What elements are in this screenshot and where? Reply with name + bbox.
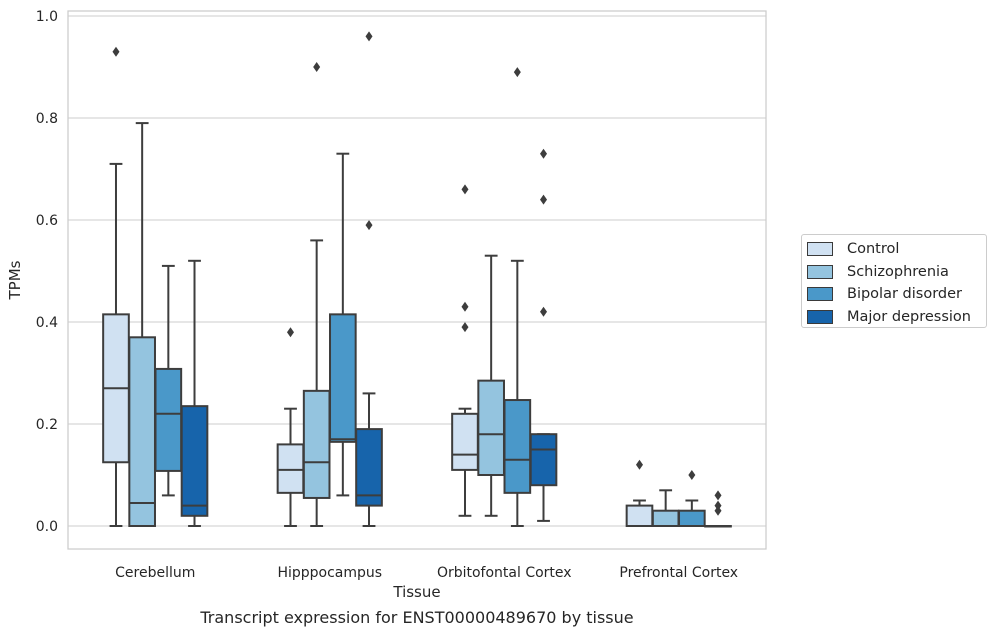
box — [625, 504, 654, 528]
outlier-point — [365, 31, 373, 42]
outlier-point — [540, 306, 548, 317]
legend-item: Major depression — [807, 306, 980, 329]
outlier-point — [540, 148, 548, 159]
outlier-point — [365, 220, 373, 231]
legend-swatch — [807, 287, 833, 302]
box — [355, 428, 383, 507]
y-tick-label: 0.4 — [36, 315, 58, 331]
outlier-point — [635, 459, 643, 470]
box-series — [102, 31, 732, 528]
legend-label: Major depression — [847, 308, 971, 325]
outlier-point — [461, 301, 469, 312]
legend: Control Schizophrenia Bipolar disorder M… — [801, 234, 987, 328]
y-tick-label: 0.8 — [36, 111, 58, 127]
x-tick-label: Orbitofontal Cortex — [437, 565, 572, 581]
legend-swatch — [807, 242, 833, 257]
plot-frame — [67, 10, 767, 550]
legend-item: Schizophrenia — [807, 261, 980, 284]
legend-swatch — [807, 264, 833, 279]
outlier-point — [461, 322, 469, 333]
figure-caption: Transcript expression for ENST0000048967… — [199, 608, 633, 627]
box — [128, 336, 156, 527]
outlier-point — [461, 184, 469, 195]
legend-label: Control — [847, 241, 900, 258]
x-axis-label: Tissue — [392, 583, 440, 601]
y-tick-label: 0.2 — [36, 417, 58, 433]
legend-item: Bipolar disorder — [807, 283, 980, 306]
legend-item: Control — [807, 238, 980, 261]
box — [477, 379, 505, 476]
x-tick-labels: Cerebellum Hipppocampus Orbitofontal Corte… — [115, 565, 738, 581]
box — [529, 433, 558, 487]
box — [678, 509, 706, 528]
outlier-point — [714, 490, 722, 501]
box — [302, 389, 331, 499]
y-tick-label: 0.0 — [36, 519, 58, 535]
legend-label: Schizophrenia — [847, 263, 949, 280]
y-tick-label: 1.0 — [36, 9, 58, 25]
box — [180, 405, 209, 517]
outlier-point — [714, 500, 722, 511]
y-tick-label: 0.6 — [36, 213, 58, 229]
outlier-point — [513, 67, 521, 78]
box — [329, 313, 357, 443]
outlier-point — [688, 470, 696, 480]
outlier-point — [540, 194, 548, 205]
x-tick-label: Prefrontal Cortex — [619, 565, 738, 581]
x-tick-label: Hipppocampus — [277, 565, 382, 581]
y-tick-labels: 0.0 0.2 0.4 0.6 0.8 1.0 — [36, 9, 58, 535]
legend-swatch — [807, 309, 833, 324]
y-axis-label: TPMs — [6, 260, 24, 300]
box — [651, 509, 680, 528]
box — [276, 443, 305, 494]
outlier-point — [112, 46, 120, 57]
box — [154, 367, 183, 472]
outlier-point — [313, 62, 321, 72]
box — [451, 412, 479, 471]
box — [503, 399, 532, 494]
x-tick-label: Cerebellum — [115, 565, 195, 581]
outlier-point — [714, 505, 722, 516]
legend-label: Bipolar disorder — [847, 286, 962, 303]
outlier-point — [286, 327, 294, 338]
